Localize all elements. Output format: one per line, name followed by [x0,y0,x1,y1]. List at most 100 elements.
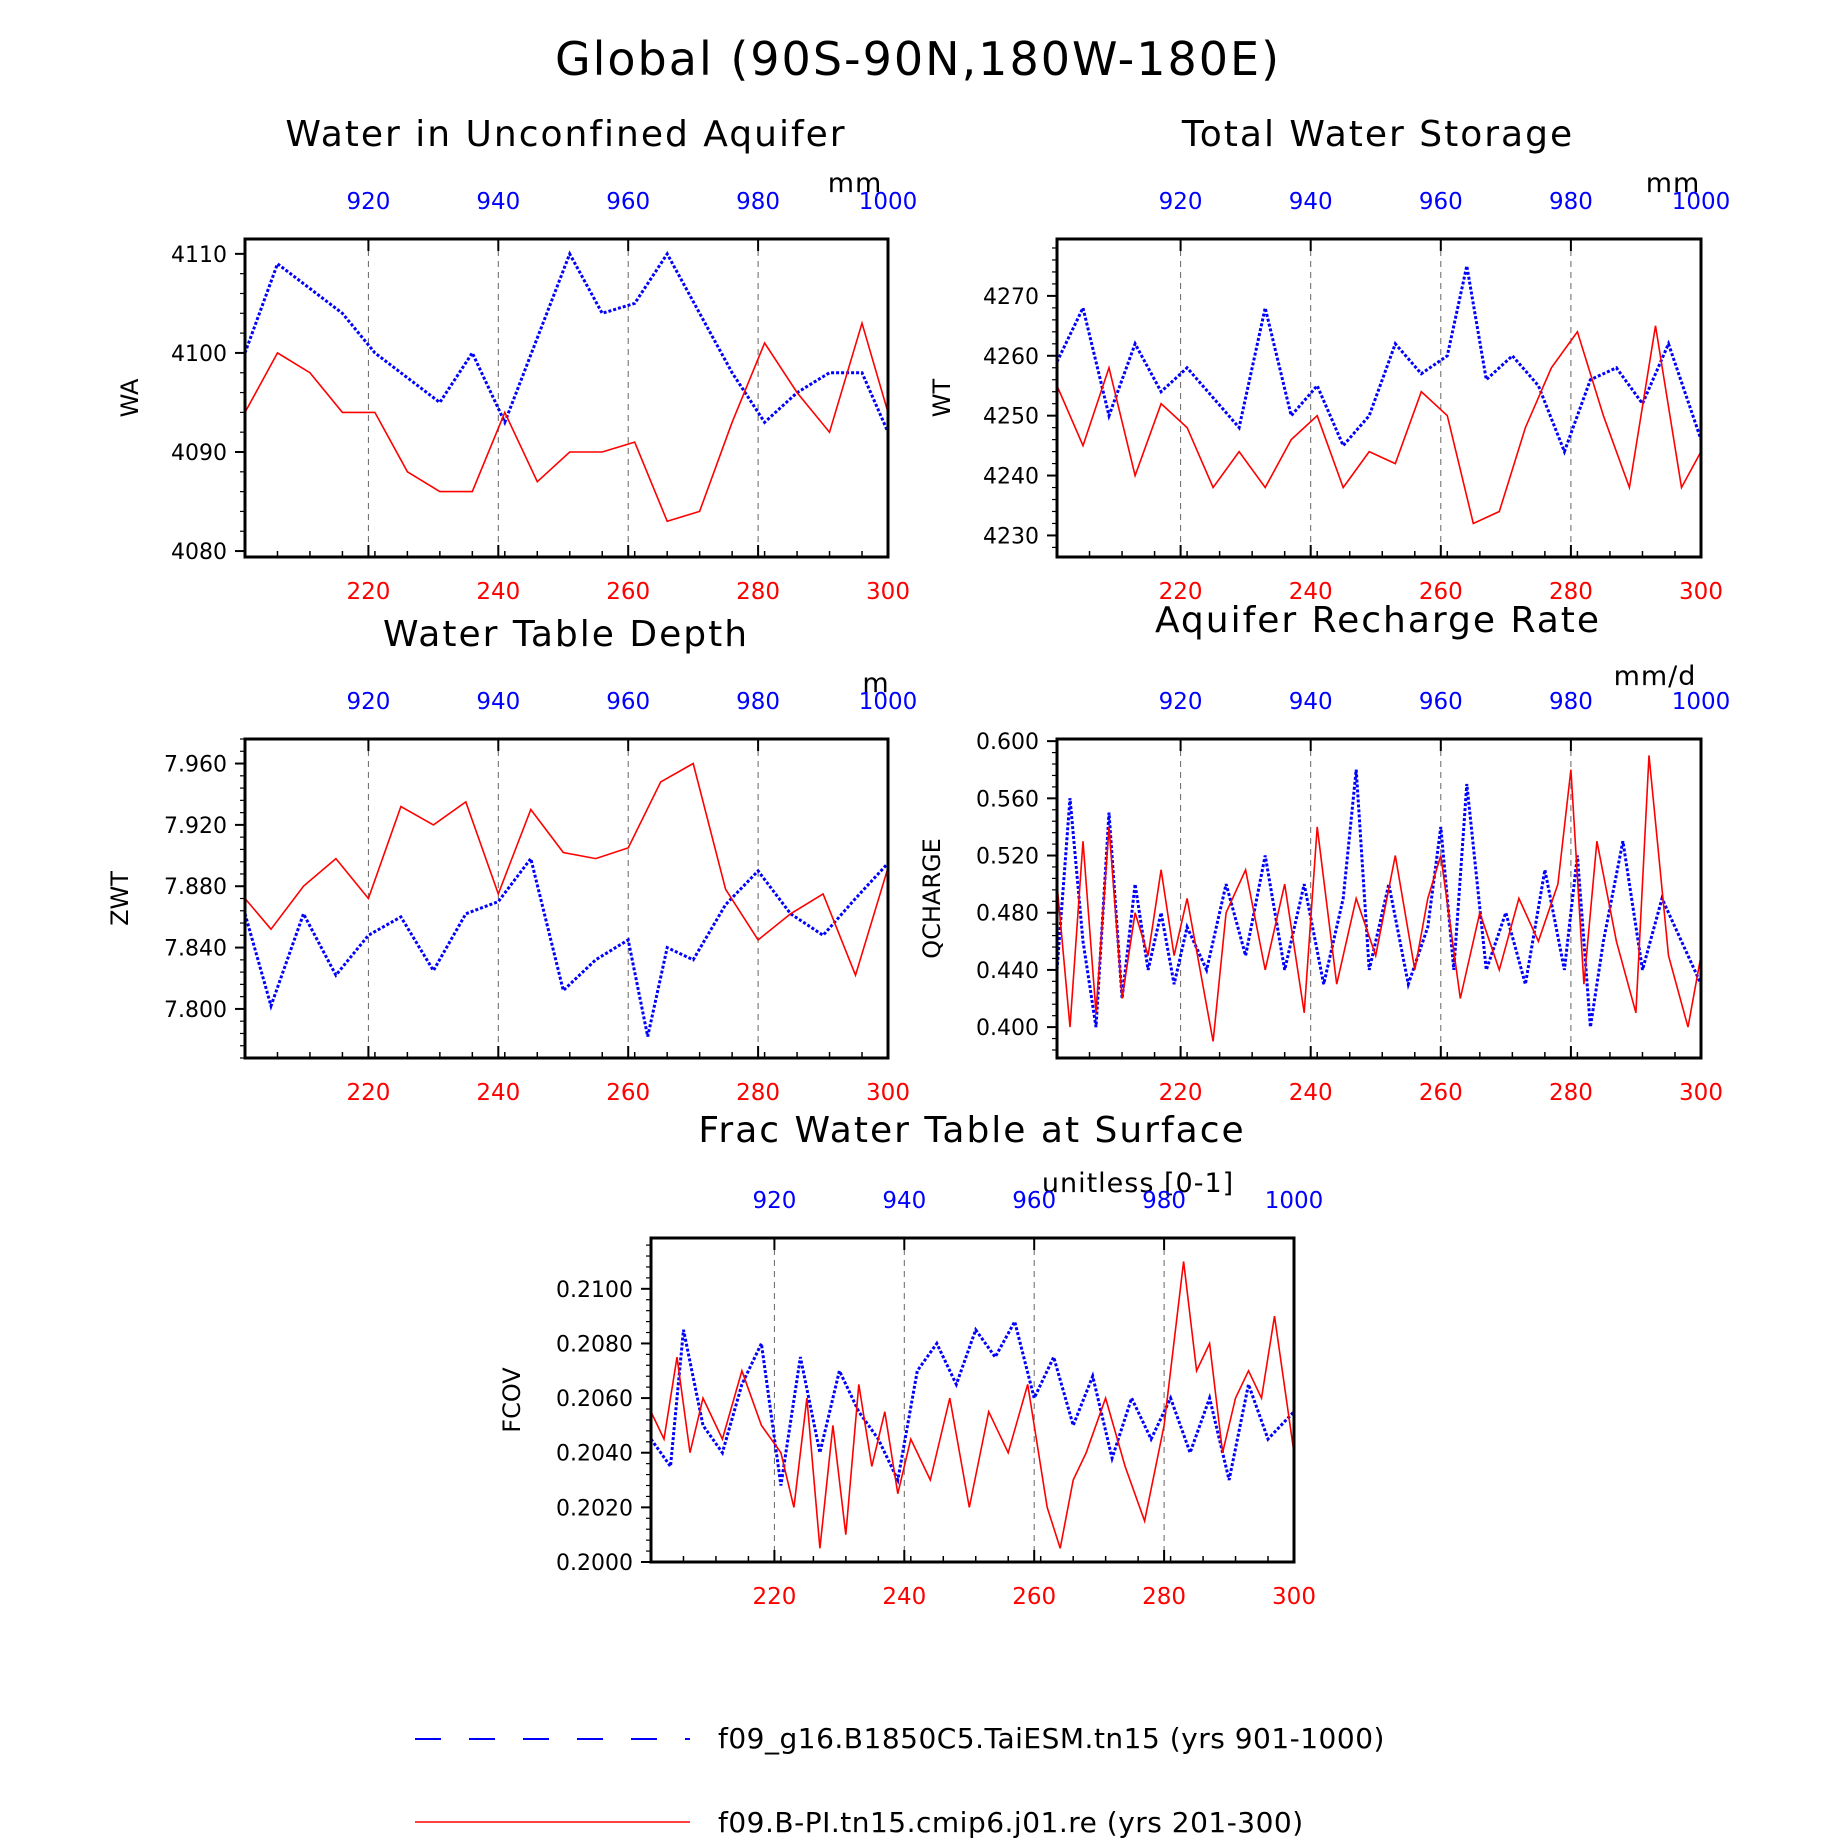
x-tick-label-top: 980 [736,689,780,715]
units-label: mm [828,168,883,199]
y-tick-label: 0.520 [976,845,1039,870]
series-line-blue [245,250,888,433]
y-tick-label: 4230 [983,524,1039,549]
x-tick-label-top: 980 [736,189,780,215]
series-line-blue [1057,769,1701,1028]
x-tick-label-top: 960 [606,189,650,215]
y-tick-label: 4090 [171,441,227,466]
x-tick-label-bottom: 240 [476,1080,520,1106]
series-line-blue [651,1317,1294,1486]
y-axis-label: QCHARGE [918,838,946,959]
y-tick-label: 4250 [983,405,1039,430]
y-tick-label: 4080 [171,540,227,565]
units-label: m [862,668,889,699]
x-tick-label-top: 940 [1289,689,1333,715]
y-tick-label: 4240 [983,465,1039,490]
x-tick-label-bottom: 260 [606,579,650,605]
series-line-red [245,320,888,523]
x-tick-label-top: 1000 [1672,189,1731,215]
x-tick-label-top: 920 [1159,189,1203,215]
x-tick-label-top: 920 [1159,689,1203,715]
x-tick-label-top: 920 [752,1188,796,1214]
y-tick-label: 4260 [983,345,1039,370]
y-tick-label: 4270 [983,285,1039,310]
x-tick-label-top: 940 [476,189,520,215]
y-tick-label: 0.560 [976,787,1039,812]
series-line-red [1057,325,1701,525]
x-tick-label-bottom: 280 [1549,1080,1593,1106]
x-tick-label-top: 960 [1419,689,1463,715]
y-tick-label: 7.880 [164,875,227,900]
x-tick-label-bottom: 220 [346,1080,390,1106]
y-axis-label: WT [928,378,956,417]
y-tick-label: 0.440 [976,959,1039,984]
x-tick-label-bottom: 260 [1012,1584,1056,1610]
x-tick-label-top: 1000 [1265,1188,1324,1214]
x-tick-label-bottom: 260 [1419,1080,1463,1106]
x-tick-label-bottom: 240 [1289,579,1333,605]
x-tick-label-top: 960 [1012,1188,1056,1214]
y-tick-label: 0.2100 [556,1278,633,1303]
legend-item-red: f09.B-PI.tn15.cmip6.j01.re (yrs 201-300) [415,1806,1304,1839]
panel-title: Aquifer Recharge Rate [1155,600,1601,641]
y-tick-label: 4110 [171,243,227,268]
x-tick-label-bottom: 300 [1679,579,1723,605]
panel-3: Water Table Depth m ZWT 220 240 260 280 300 920 9… [106,614,917,1106]
y-tick-label: 7.960 [164,753,227,778]
y-tick-label: 0.600 [976,730,1039,755]
y-axis-label: ZWT [106,871,134,926]
x-tick-label-bottom: 300 [1679,1080,1723,1106]
y-axis-label: WA [116,378,144,417]
panel-title: Water Table Depth [383,614,749,655]
series-line-red [651,1261,1294,1549]
units-label: unitless [0-1] [1042,1168,1234,1199]
x-tick-label-bottom: 220 [1159,579,1203,605]
y-tick-label: 7.800 [164,998,227,1023]
x-tick-label-top: 940 [476,689,520,715]
x-tick-label-top: 1000 [859,689,918,715]
x-tick-label-bottom: 240 [476,579,520,605]
series-line-blue [1057,265,1701,456]
plot-frame [243,237,890,559]
legend-label-red: f09.B-PI.tn15.cmip6.j01.re (yrs 201-300) [718,1806,1304,1839]
y-tick-label: 7.920 [164,814,227,839]
panel-title: Water in Unconfined Aquifer [285,114,846,155]
series-line-blue [245,855,888,1037]
y-tick-label: 0.480 [976,902,1039,927]
x-tick-label-top: 960 [1419,189,1463,215]
panel-4: Aquifer Recharge Rate mm/d QCHARGE 220 240 26… [918,600,1730,1106]
x-tick-label-bottom: 280 [1142,1584,1186,1610]
y-tick-label: 7.840 [164,937,227,962]
plot-frame [1055,237,1703,559]
x-tick-label-top: 1000 [1672,689,1731,715]
panel-title: Frac Water Table at Surface [698,1110,1245,1151]
y-axis-label: FCOV [498,1367,526,1433]
units-label: mm/d [1614,661,1697,692]
x-tick-label-top: 960 [606,689,650,715]
y-tick-label: 0.2000 [556,1551,633,1576]
figure-title: Global (90S-90N,180W-180E) [555,32,1281,86]
x-tick-label-bottom: 240 [1289,1080,1333,1106]
x-tick-label-top: 920 [346,689,390,715]
x-tick-label-bottom: 280 [736,1080,780,1106]
x-tick-label-bottom: 300 [1272,1584,1316,1610]
x-tick-label-top: 940 [882,1188,926,1214]
y-tick-label: 0.2060 [556,1387,633,1412]
x-tick-label-bottom: 220 [1159,1080,1203,1106]
x-tick-label-bottom: 260 [606,1080,650,1106]
series-line-red [245,762,888,978]
y-tick-label: 0.2020 [556,1496,633,1521]
units-label: mm [1646,168,1701,199]
x-tick-label-bottom: 240 [882,1584,926,1610]
panel-title: Total Water Storage [1181,114,1574,155]
x-tick-label-bottom: 280 [736,579,780,605]
legend: f09_g16.B1850C5.TaiESM.tn15 (yrs 901-100… [415,1722,1384,1839]
y-tick-label: 0.2080 [556,1332,633,1357]
x-tick-label-top: 920 [346,189,390,215]
x-tick-label-bottom: 300 [866,1080,910,1106]
x-tick-label-top: 980 [1549,189,1593,215]
series-line-red [1057,755,1701,1042]
y-tick-label: 4100 [171,342,227,367]
y-tick-label: 0.400 [976,1016,1039,1041]
